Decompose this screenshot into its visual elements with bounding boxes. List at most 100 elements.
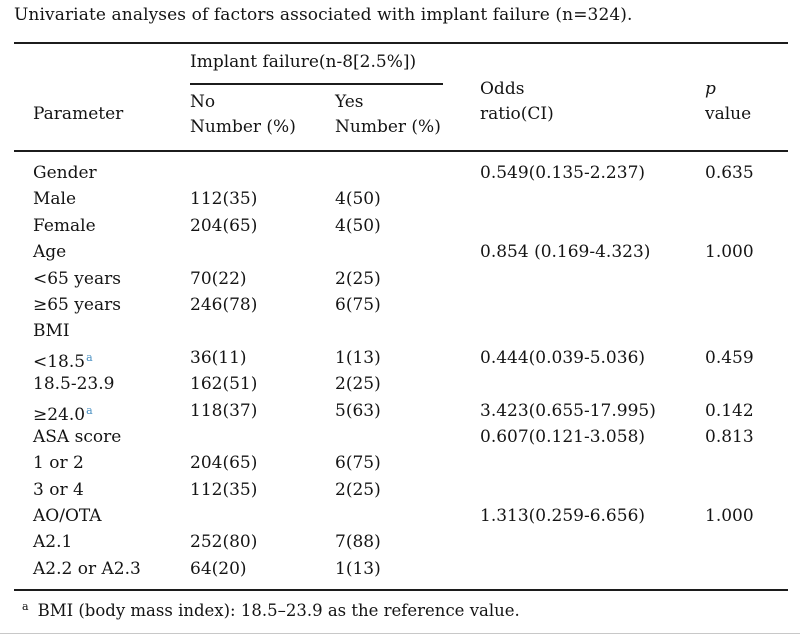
cell-odds-ratio: 3.423(0.655-17.995): [480, 400, 656, 421]
cell-p-value: 0.635: [705, 163, 754, 183]
footnote-text: BMI (body mass index): 18.5–23.9 as the …: [37, 601, 520, 620]
cell-odds-ratio: [480, 556, 705, 582]
table-row: Male 112(35) 4(50): [33, 186, 800, 212]
cell-no-count: 252(80): [190, 532, 258, 553]
cell-yes-count: [335, 318, 480, 344]
cell-p-value: 1.000: [705, 506, 754, 527]
cell-odds-ratio: [480, 292, 705, 318]
cell-odds-ratio: [480, 371, 705, 397]
column-header-line: value: [705, 104, 752, 124]
cell-yes-count: 5(63): [335, 400, 381, 421]
cell-odds-ratio: 0.854 (0.169-4.323): [480, 242, 651, 263]
table-row: ASA score 0.607(0.121-3.058) 0.813: [33, 424, 800, 450]
cell-yes-count: 6(75): [335, 453, 381, 474]
cell-p-value: [705, 318, 800, 344]
footnote-marker: a: [22, 600, 29, 613]
cell-p-value: [705, 266, 800, 292]
cell-parameter: 1 or 2: [33, 453, 84, 474]
cell-odds-ratio: 1.313(0.259-6.656): [480, 506, 646, 527]
cell-odds-ratio: 0.444(0.039-5.036): [480, 347, 646, 368]
cell-yes-count: 2(25): [335, 374, 381, 395]
cell-yes-count: [335, 239, 480, 265]
cell-parameter: A2.1: [33, 532, 73, 553]
cell-p-value: 0.142: [705, 400, 754, 421]
cell-p-value: [705, 292, 800, 318]
cell-parameter: <18.5a: [33, 350, 93, 372]
cell-odds-ratio: [480, 213, 705, 239]
cell-yes-count: 6(75): [335, 294, 381, 315]
column-header-parameter: Parameter: [33, 104, 124, 124]
cell-parameter: A2.2 or A2.3: [33, 558, 141, 579]
cell-parameter: AO/OTA: [33, 506, 102, 527]
cell-p-value: [705, 450, 800, 476]
column-header-p-value: p value: [705, 77, 751, 127]
cell-parameter: 18.5-23.9: [33, 374, 115, 395]
cell-no-count: [190, 503, 335, 529]
cell-yes-count: 7(88): [335, 532, 381, 553]
cell-no-count: [190, 239, 335, 265]
cell-odds-ratio: [480, 318, 705, 344]
table-row: Female 204(65) 4(50): [33, 213, 800, 239]
cell-yes-count: [335, 160, 480, 186]
cell-yes-count: 1(13): [335, 558, 381, 579]
cell-parameter: ≥24.0a: [33, 403, 93, 425]
cell-parameter: Female: [33, 215, 96, 236]
footnote-rule: [14, 589, 788, 591]
table-row: <18.5a 36(11) 1(13) 0.444(0.039-5.036) 0.459: [33, 345, 800, 372]
table-row: BMI: [33, 318, 800, 344]
cell-p-value: [705, 186, 800, 212]
column-group-header-implant-failure: Implant failure(n-8[2.5%]): [190, 52, 417, 72]
table-row: ≥65 years 246(78) 6(75): [33, 292, 800, 318]
cell-no-count: 162(51): [190, 374, 258, 395]
cell-no-count: 204(65): [190, 453, 258, 474]
cell-odds-ratio: [480, 529, 705, 555]
column-header-line: Number (%): [190, 117, 296, 137]
top-rule: [14, 42, 788, 44]
cell-parameter: BMI: [33, 321, 70, 342]
table-row: A2.1 252(80) 7(88): [33, 529, 800, 555]
superscript-marker: a: [86, 350, 93, 364]
cell-odds-ratio: [480, 186, 705, 212]
cell-parameter: <65 years: [33, 268, 121, 289]
cell-parameter: Male: [33, 189, 77, 210]
bottom-edge-rule: [0, 633, 800, 634]
cell-no-count: 70(22): [190, 268, 247, 289]
cell-yes-count: 4(50): [335, 215, 381, 236]
cell-p-value: 0.459: [705, 347, 754, 368]
cell-odds-ratio: 0.549(0.135-2.237): [480, 163, 646, 183]
table-row: ≥24.0a 118(37) 5(63) 3.423(0.655-17.995) 0.1…: [33, 398, 800, 425]
column-header-odds-ratio: Odds ratio(CI): [480, 77, 554, 127]
cell-no-count: 204(65): [190, 215, 258, 236]
cell-p-value: [705, 529, 800, 555]
table-row: AO/OTA 1.313(0.259-6.656) 1.000: [33, 503, 800, 529]
superscript-marker: a: [86, 403, 93, 417]
cell-no-count: 64(20): [190, 558, 247, 579]
cell-yes-count: 1(13): [335, 347, 381, 368]
column-header-line: Odds: [480, 79, 525, 99]
cell-parameter: ≥65 years: [33, 294, 121, 315]
cell-no-count: 36(11): [190, 347, 247, 368]
table-row: 1 or 2 204(65) 6(75): [33, 450, 800, 476]
cell-p-value: [705, 213, 800, 239]
cell-no-count: 112(35): [190, 189, 258, 210]
cell-p-value: [705, 477, 800, 503]
header-bottom-rule: [14, 150, 788, 152]
cell-parameter: Gender: [33, 163, 97, 183]
table-row: A2.2 or A2.3 64(20) 1(13): [33, 556, 800, 582]
cell-no-count: [190, 160, 335, 186]
cell-no-count: 246(78): [190, 294, 258, 315]
footnote: a BMI (body mass index): 18.5–23.9 as the…: [22, 600, 520, 620]
cell-no-count: 118(37): [190, 400, 258, 421]
table-row: <65 years 70(22) 2(25): [33, 266, 800, 292]
column-header-line: No: [190, 92, 216, 112]
table-body: Gender 0.549(0.135-2.237) 0.635 Male 112(35)…: [33, 160, 800, 582]
cell-odds-ratio: [480, 450, 705, 476]
column-header-yes: Yes Number (%): [335, 90, 441, 140]
cell-yes-count: [335, 503, 480, 529]
table-title: Univariate analyses of factors associate…: [14, 5, 633, 25]
column-header-line: ratio(CI): [480, 104, 554, 124]
group-header-rule: [190, 83, 443, 85]
cell-odds-ratio: 0.607(0.121-3.058): [480, 426, 646, 447]
cell-yes-count: 2(25): [335, 268, 381, 289]
